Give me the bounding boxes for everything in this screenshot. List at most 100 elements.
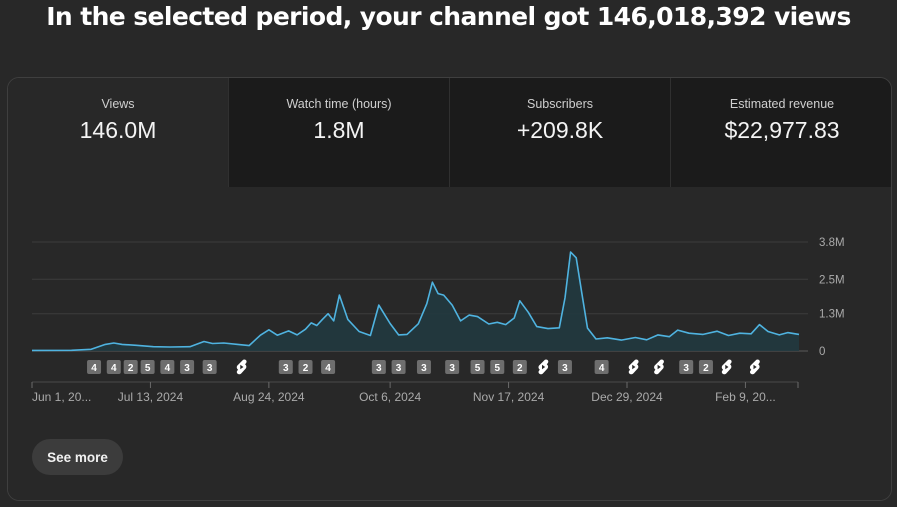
marker-count-label: 2 bbox=[703, 363, 709, 374]
tab-watch-time-value: 1.8M bbox=[313, 117, 365, 143]
x-tick-label: Oct 6, 2024 bbox=[359, 390, 421, 404]
marker-count-label: 4 bbox=[325, 363, 331, 374]
upload-count-marker[interactable]: 3 bbox=[557, 360, 572, 374]
marker-badge bbox=[698, 360, 713, 374]
upload-count-marker[interactable]: 5 bbox=[140, 360, 155, 374]
x-tick-label: Feb 9, 20... bbox=[715, 390, 776, 404]
marker-badge bbox=[87, 360, 102, 374]
marker-count-label: 3 bbox=[283, 363, 289, 374]
marker-badge bbox=[106, 360, 121, 374]
marker-badge bbox=[594, 360, 609, 374]
marker-count-label: 3 bbox=[376, 363, 382, 374]
marker-count-label: 5 bbox=[475, 363, 481, 374]
y-tick-label: 2.5M bbox=[819, 274, 845, 286]
shorts-play-glyph bbox=[632, 364, 636, 370]
upload-count-marker[interactable]: 4 bbox=[594, 360, 609, 374]
shorts-play-glyph bbox=[657, 364, 661, 370]
marker-badge bbox=[391, 360, 406, 374]
shorts-play-glyph bbox=[753, 364, 757, 370]
analytics-card: Views 146.0M Watch time (hours) 1.8M Sub… bbox=[7, 77, 892, 501]
marker-badge bbox=[123, 360, 138, 374]
upload-count-marker[interactable]: 3 bbox=[679, 360, 694, 374]
upload-count-marker[interactable]: 2 bbox=[123, 360, 138, 374]
see-more-button[interactable]: See more bbox=[32, 439, 123, 475]
marker-badge bbox=[371, 360, 386, 374]
tab-estimated-revenue[interactable]: Estimated revenue $22,977.83 bbox=[671, 78, 891, 187]
shorts-icon[interactable] bbox=[236, 359, 247, 375]
shorts-icon[interactable] bbox=[654, 359, 664, 375]
upload-count-marker[interactable]: 3 bbox=[391, 360, 406, 374]
shorts-icon[interactable] bbox=[538, 359, 549, 375]
marker-count-label: 4 bbox=[599, 363, 605, 374]
upload-count-marker[interactable]: 4 bbox=[160, 360, 175, 374]
upload-count-marker[interactable]: 2 bbox=[698, 360, 713, 374]
tab-watch-time[interactable]: Watch time (hours) 1.8M bbox=[229, 78, 450, 187]
tab-subscribers[interactable]: Subscribers +209.8K bbox=[450, 78, 671, 187]
shorts-icon[interactable] bbox=[628, 359, 639, 375]
marker-badge bbox=[180, 360, 195, 374]
y-tick-label: 3.8M bbox=[819, 237, 845, 249]
x-tick-label: Jul 13, 2024 bbox=[118, 390, 184, 404]
tab-views-label: Views bbox=[101, 97, 135, 111]
x-tick-label: Aug 24, 2024 bbox=[233, 390, 305, 404]
marker-badge bbox=[679, 360, 694, 374]
page-headline: In the selected period, your channel got… bbox=[46, 2, 851, 31]
marker-count-label: 3 bbox=[683, 363, 689, 374]
x-tick-label: Dec 29, 2024 bbox=[591, 390, 663, 404]
marker-badge bbox=[445, 360, 460, 374]
marker-count-label: 2 bbox=[517, 363, 523, 374]
marker-badge bbox=[278, 360, 293, 374]
upload-count-marker[interactable]: 5 bbox=[470, 360, 485, 374]
marker-count-label: 3 bbox=[562, 363, 568, 374]
tab-views[interactable]: Views 146.0M bbox=[8, 78, 229, 187]
chart-panel: 3.8M 2.5M 1.3M 0 4 4 2 5 4 3 3 3 2 4 3 3 3 3 5 5 2 3 4 3 2 Jun 1,… bbox=[8, 187, 891, 500]
marker-count-label: 4 bbox=[111, 363, 117, 374]
y-tick-label: 0 bbox=[819, 346, 825, 358]
upload-count-marker[interactable]: 3 bbox=[202, 360, 217, 374]
marker-count-label: 3 bbox=[421, 363, 427, 374]
marker-count-label: 5 bbox=[494, 363, 500, 374]
marker-count-label: 4 bbox=[91, 363, 97, 374]
marker-badge bbox=[298, 360, 313, 374]
upload-count-marker[interactable]: 2 bbox=[298, 360, 313, 374]
upload-count-marker[interactable]: 5 bbox=[490, 360, 505, 374]
marker-count-label: 3 bbox=[449, 363, 455, 374]
marker-count-label: 2 bbox=[128, 363, 134, 374]
series-line bbox=[31, 251, 800, 352]
tab-subscribers-label: Subscribers bbox=[527, 97, 593, 111]
marker-count-label: 2 bbox=[303, 363, 309, 374]
tab-watch-time-label: Watch time (hours) bbox=[286, 97, 392, 111]
marker-count-label: 3 bbox=[184, 363, 190, 374]
marker-count-label: 4 bbox=[165, 363, 171, 374]
shorts-play-glyph bbox=[725, 364, 729, 370]
upload-count-marker[interactable]: 3 bbox=[278, 360, 293, 374]
marker-badge bbox=[512, 360, 527, 374]
upload-count-marker[interactable]: 3 bbox=[180, 360, 195, 374]
marker-badge bbox=[470, 360, 485, 374]
tab-revenue-label: Estimated revenue bbox=[729, 97, 835, 111]
upload-count-marker[interactable]: 3 bbox=[416, 360, 431, 374]
tab-subscribers-value: +209.8K bbox=[516, 117, 604, 143]
x-tick-label: Jun 1, 20... bbox=[32, 390, 91, 404]
upload-count-marker[interactable]: 3 bbox=[445, 360, 460, 374]
marker-badge bbox=[321, 360, 336, 374]
upload-count-marker[interactable]: 2 bbox=[512, 360, 527, 374]
tab-views-value: 146.0M bbox=[79, 117, 157, 143]
marker-badge bbox=[160, 360, 175, 374]
marker-badge bbox=[202, 360, 217, 374]
marker-badge bbox=[490, 360, 505, 374]
upload-count-marker[interactable]: 4 bbox=[87, 360, 102, 374]
x-tick-label: Nov 17, 2024 bbox=[473, 390, 545, 404]
series-area bbox=[32, 252, 799, 351]
shorts-icon[interactable] bbox=[721, 359, 732, 375]
y-tick-label: 1.3M bbox=[819, 309, 845, 321]
marker-badge bbox=[140, 360, 155, 374]
metric-tabs: Views 146.0M Watch time (hours) 1.8M Sub… bbox=[8, 78, 891, 187]
upload-count-marker[interactable]: 4 bbox=[106, 360, 121, 374]
marker-count-label: 3 bbox=[207, 363, 213, 374]
upload-count-marker[interactable]: 3 bbox=[371, 360, 386, 374]
shorts-icon[interactable] bbox=[749, 359, 760, 375]
tab-revenue-value: $22,977.83 bbox=[724, 117, 840, 143]
upload-count-marker[interactable]: 4 bbox=[321, 360, 336, 374]
